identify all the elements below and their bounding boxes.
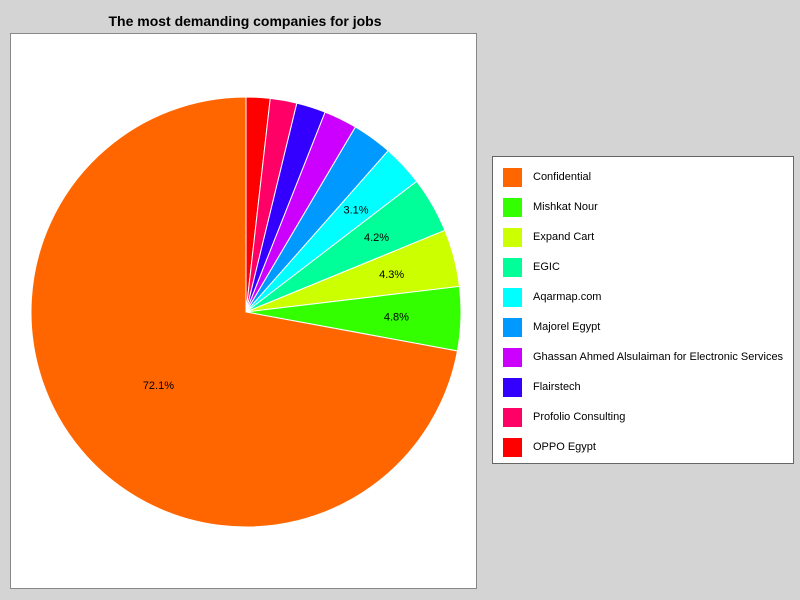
legend-label: Profolio Consulting [533, 411, 626, 423]
slice-label-aqarmap-com: 3.1% [343, 204, 368, 216]
slice-label-egic: 4.2% [364, 232, 389, 244]
pie-slice-confidential [30, 96, 459, 528]
legend-item: OPPO Egypt [503, 437, 596, 457]
legend-item: Majorel Egypt [503, 317, 600, 337]
legend-item: Expand Cart [503, 227, 594, 247]
legend-label: Expand Cart [533, 231, 595, 243]
legend-label: Mishkat Nour [533, 201, 598, 213]
legend-swatch [503, 227, 522, 247]
legend-swatch [503, 377, 522, 397]
legend-swatch [503, 437, 522, 457]
legend-label: Majorel Egypt [533, 321, 601, 333]
legend-label: OPPO Egypt [533, 441, 596, 453]
slice-label-confidential: 72.1% [143, 380, 174, 392]
legend-swatch [503, 257, 522, 277]
legend-item: EGIC [503, 257, 560, 277]
legend-label: Flairstech [533, 381, 581, 393]
chart-title: The most demanding companies for jobs [108, 13, 382, 29]
legend: Confidential Mishkat Nour Expand Cart EGIC A… [492, 156, 794, 464]
legend-item: Aqarmap.com [503, 287, 601, 307]
legend-label: Ghassan Ahmed Alsulaiman for Electronic … [533, 351, 784, 363]
legend-swatch [503, 407, 522, 427]
legend-label: EGIC [533, 261, 560, 273]
legend-swatch [503, 347, 522, 367]
slice-label-mishkat-nour: 4.8% [384, 312, 409, 324]
legend-item: Mishkat Nour [503, 197, 598, 217]
legend-item: Ghassan Ahmed Alsulaiman for Electronic … [503, 347, 783, 367]
legend-swatch [503, 197, 522, 217]
legend-item: Profolio Consulting [503, 407, 625, 427]
legend-item: Confidential [503, 167, 591, 187]
legend-label: Confidential [533, 171, 592, 183]
plot-area: 3.1% 4.2% 4.3% 4.8% 72.1% [10, 33, 477, 589]
legend-swatch [503, 317, 522, 337]
legend-swatch [503, 287, 522, 307]
slice-label-expand-cart: 4.3% [379, 269, 404, 281]
legend-item: Flairstech [503, 377, 581, 397]
legend-label: Aqarmap.com [533, 291, 602, 303]
legend-swatch [503, 167, 522, 187]
pie-chart: 3.1% 4.2% 4.3% 4.8% 72.1% [30, 96, 462, 528]
